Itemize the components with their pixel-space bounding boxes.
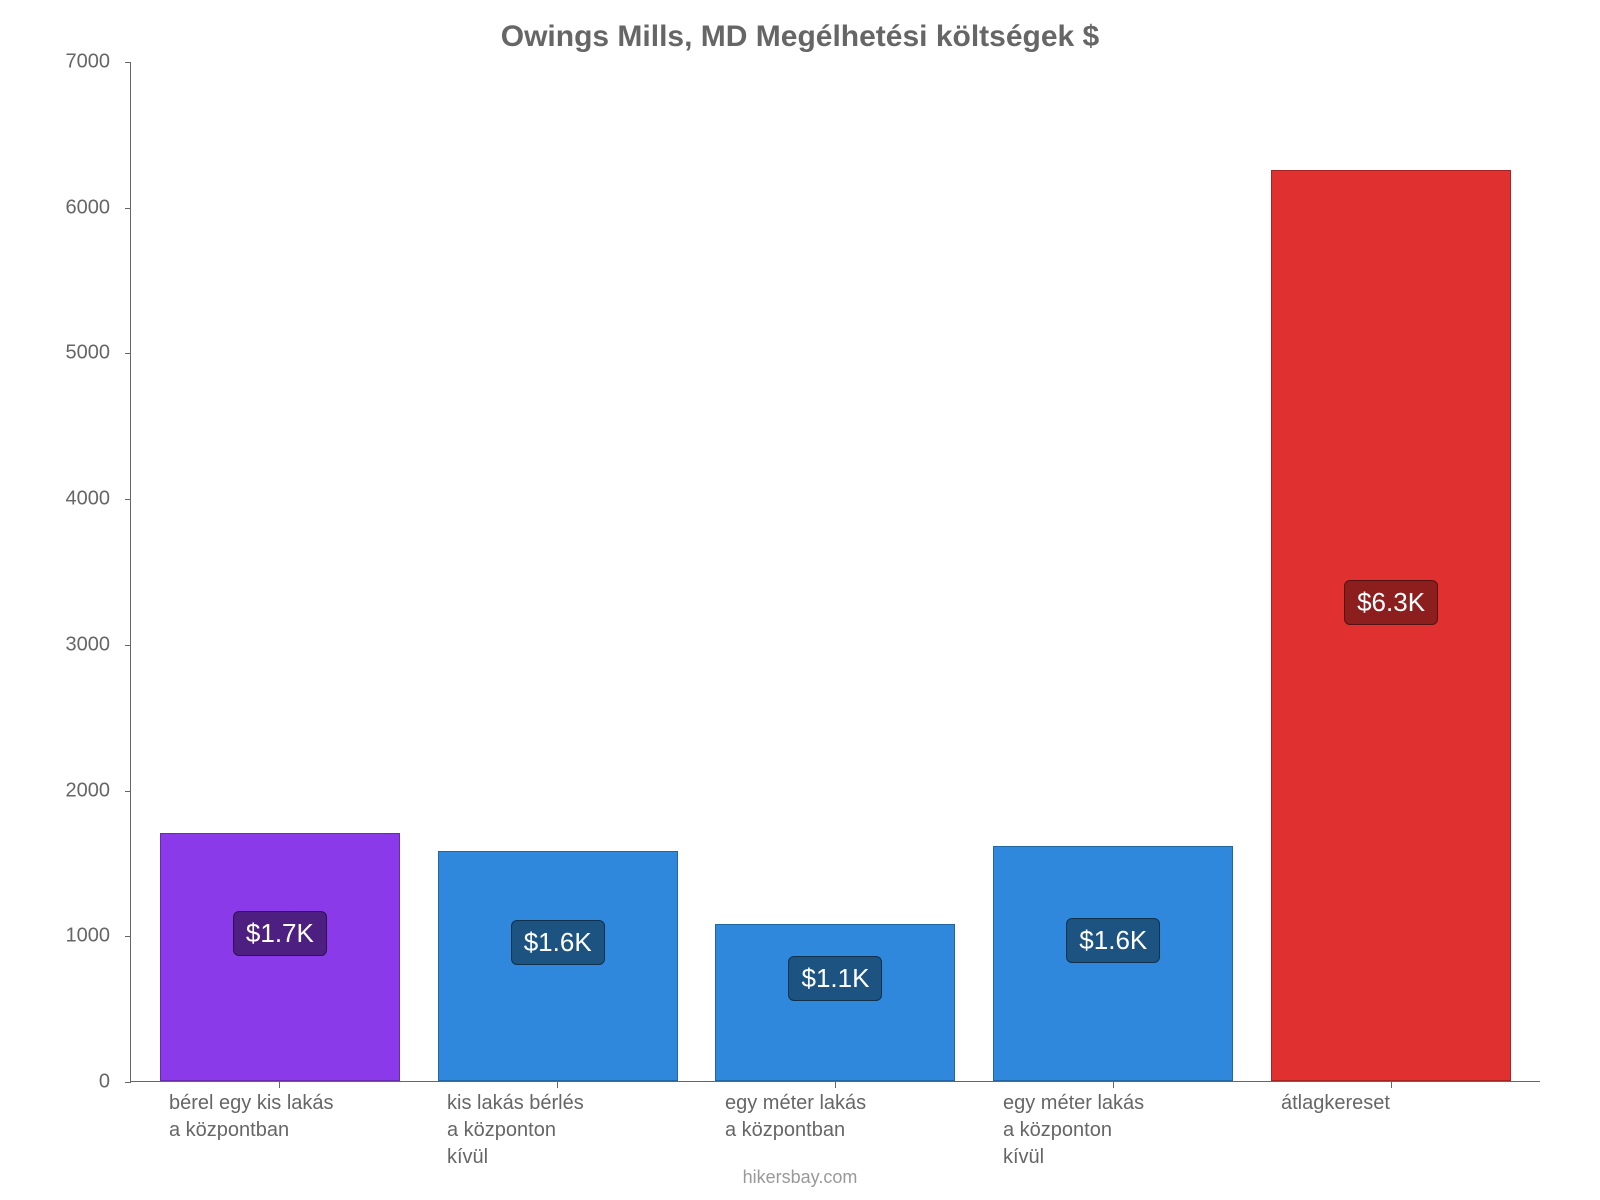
bar-value-badge: $1.6K [1066, 918, 1160, 963]
chart-inner: 01000200030004000500060007000 $1.7K$1.6K… [40, 62, 1560, 1082]
x-tick [835, 1082, 836, 1088]
y-tick [125, 353, 131, 354]
plot-area: $1.7K $1.6K $1.1K $1.6K $6.3K [130, 62, 1540, 1082]
y-tick [125, 62, 131, 63]
y-tick-label: 3000 [66, 633, 111, 656]
bar: $6.3K [1271, 170, 1511, 1081]
x-axis-category-label: egy méter lakás a központon kívül [993, 1090, 1233, 1171]
x-axis-category-label: kis lakás bérlés a központon kívül [437, 1090, 677, 1171]
x-label-cell: átlagkereset [1271, 1090, 1511, 1171]
x-axis-category-label: egy méter lakás a központban [715, 1090, 955, 1144]
y-tick-label: 0 [99, 1071, 110, 1094]
x-axis-category-label: bérel egy kis lakás a központban [159, 1090, 399, 1144]
bar-value-badge: $1.7K [233, 911, 327, 956]
x-tick [279, 1082, 280, 1088]
x-axis-labels: bérel egy kis lakás a központban kis laká… [130, 1090, 1540, 1171]
x-label-cell: egy méter lakás a központban [715, 1090, 955, 1171]
bar-value-badge: $6.3K [1344, 580, 1438, 625]
x-axis-category-label: átlagkereset [1271, 1090, 1511, 1117]
bar-value-badge: $1.6K [511, 920, 605, 965]
bar: $1.7K [160, 833, 400, 1081]
bar-slot: $1.6K [993, 846, 1233, 1081]
bar: $1.6K [438, 851, 678, 1081]
x-label-cell: egy méter lakás a központon kívül [993, 1090, 1233, 1171]
x-label-cell: bérel egy kis lakás a központban [159, 1090, 399, 1171]
y-tick-label: 4000 [66, 488, 111, 511]
attribution-text: hikersbay.com [0, 1167, 1600, 1188]
y-tick [125, 936, 131, 937]
x-tick [1113, 1082, 1114, 1088]
y-tick [125, 208, 131, 209]
y-tick [125, 499, 131, 500]
bar-slot: $1.7K [160, 833, 400, 1081]
bar-slot: $1.1K [715, 924, 955, 1081]
x-tick [1391, 1082, 1392, 1088]
chart-title: Owings Mills, MD Megélhetési költségek $ [40, 20, 1560, 54]
y-tick-label: 7000 [66, 51, 111, 74]
x-tick [557, 1082, 558, 1088]
bar: $1.6K [993, 846, 1233, 1081]
x-label-cell: kis lakás bérlés a központon kívül [437, 1090, 677, 1171]
bars-row: $1.7K $1.6K $1.1K $1.6K $6.3K [131, 62, 1540, 1081]
y-tick-label: 2000 [66, 779, 111, 802]
cost-of-living-bar-chart: Owings Mills, MD Megélhetési költségek $… [0, 0, 1600, 1200]
y-tick [125, 645, 131, 646]
y-tick-label: 1000 [66, 925, 111, 948]
bar: $1.1K [715, 924, 955, 1081]
y-tick-label: 6000 [66, 196, 111, 219]
bar-slot: $1.6K [438, 851, 678, 1081]
bar-value-badge: $1.1K [789, 956, 883, 1001]
y-tick [125, 1082, 131, 1083]
bar-slot: $6.3K [1271, 170, 1511, 1081]
y-tick [125, 791, 131, 792]
y-axis-labels: 01000200030004000500060007000 [40, 62, 120, 1082]
y-tick-label: 5000 [66, 342, 111, 365]
